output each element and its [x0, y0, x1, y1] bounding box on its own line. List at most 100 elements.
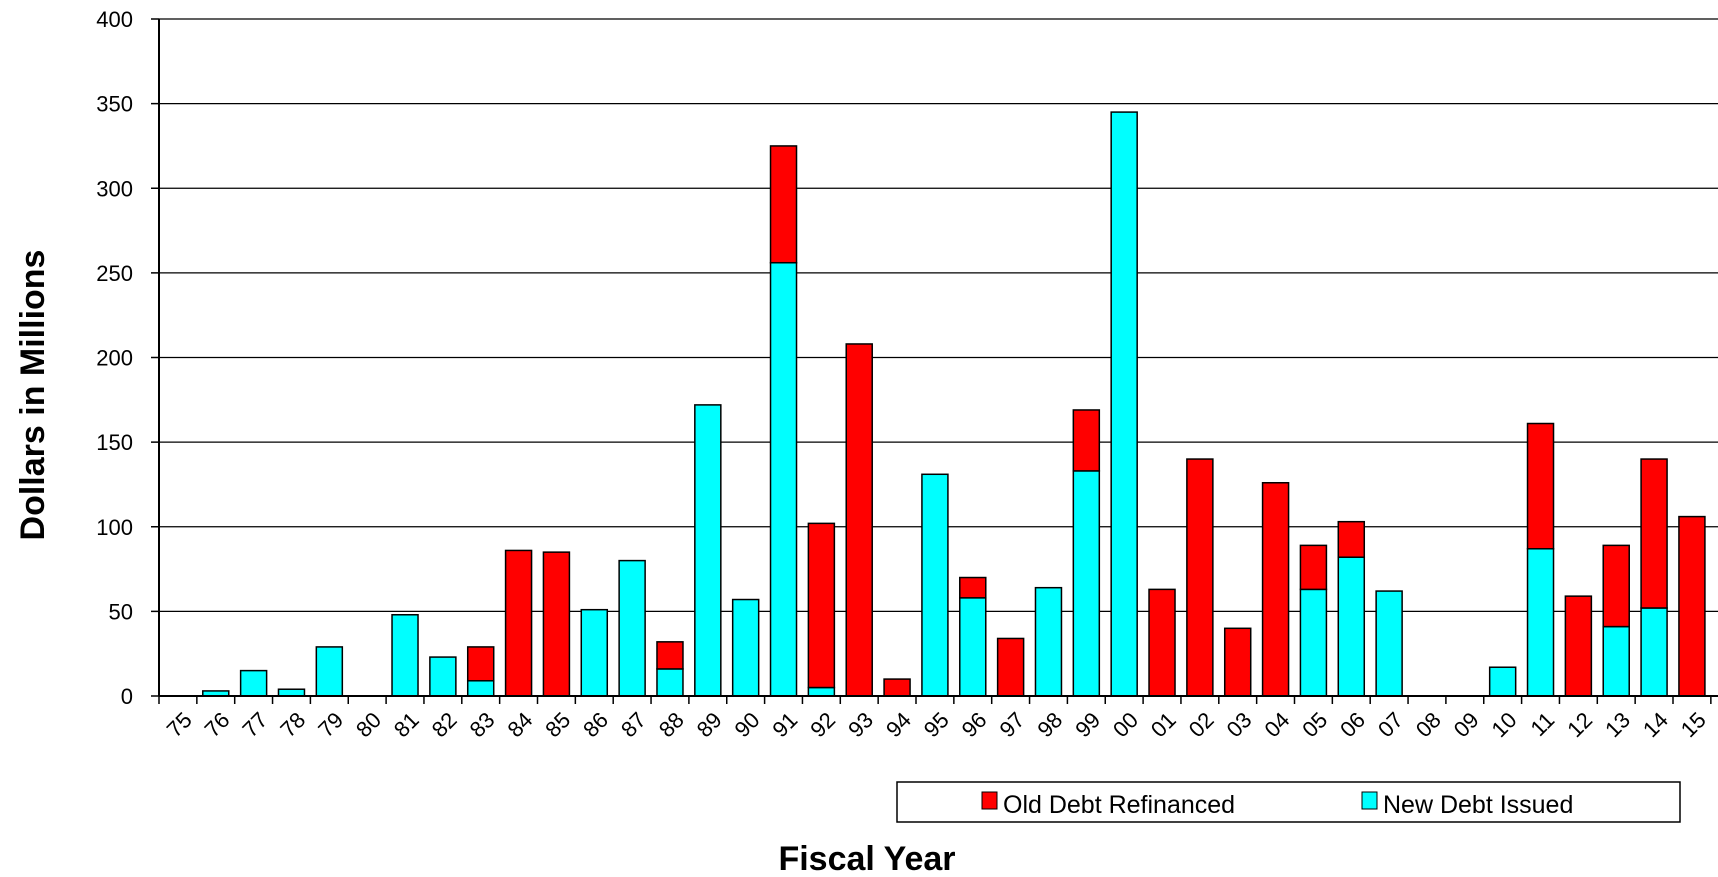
bar-old-debt-88	[656, 641, 684, 670]
bar-new-debt-95	[921, 473, 949, 697]
x-tick-label: 14	[1638, 707, 1673, 742]
y-axis-title: Dollars in Millions	[14, 250, 52, 541]
x-tick-label: 88	[654, 707, 689, 742]
x-tick-label: 08	[1411, 707, 1446, 742]
x-tick-label: 86	[578, 707, 613, 742]
y-tick-label: 200	[96, 346, 133, 371]
x-tick-label: 06	[1335, 707, 1370, 742]
bar-old-debt-92	[807, 522, 836, 689]
bar-old-debt-11	[1526, 422, 1555, 550]
x-tick-label: 95	[919, 707, 954, 742]
bar-old-debt-06	[1337, 520, 1366, 558]
y-tick-label: 250	[96, 261, 133, 286]
bars	[202, 111, 1706, 697]
bar-old-debt-94	[883, 678, 911, 697]
x-tick-label: 77	[237, 707, 272, 742]
bar-old-debt-01	[1148, 588, 1176, 697]
bar-old-debt-99	[1072, 409, 1101, 472]
x-tick-label: 97	[994, 707, 1029, 742]
x-tick-labels: 75 76 77 78 79 80 81 82 83 84 85 86 87 88 89 90 91 92 93 94…	[158, 696, 1712, 742]
bar-new-debt-78	[277, 688, 306, 697]
bar-new-debt-11	[1526, 548, 1555, 697]
x-tick-label: 07	[1373, 707, 1408, 742]
x-tick-label: 84	[502, 707, 537, 742]
grid-lines	[159, 18, 1718, 613]
legend: Old Debt Refinanced New Debt Issued	[896, 781, 1681, 823]
bar-old-debt-97	[996, 637, 1025, 697]
bar-old-debt-05	[1299, 544, 1328, 591]
bar-old-debt-03	[1223, 627, 1252, 697]
x-tick-label: 79	[313, 707, 348, 742]
bar-new-debt-00	[1110, 111, 1138, 697]
x-tick-label: 02	[1184, 707, 1219, 742]
legend-swatch-new-debt	[1361, 791, 1378, 810]
x-tick-label: 98	[1032, 707, 1067, 742]
bar-old-debt-84	[504, 549, 533, 697]
bar-old-debt-12	[1564, 595, 1593, 697]
bar-old-debt-83	[466, 646, 495, 682]
bar-new-debt-82	[429, 656, 457, 697]
bar-new-debt-88	[656, 668, 684, 697]
x-tick-label: 93	[843, 707, 878, 742]
x-tick-label: 99	[1070, 707, 1105, 742]
x-tick-label: 09	[1449, 707, 1484, 742]
bar-new-debt-10	[1488, 666, 1517, 697]
x-tick-label: 89	[692, 707, 727, 742]
bar-new-debt-98	[1034, 586, 1063, 697]
bar-old-debt-91	[769, 145, 798, 264]
y-tick-label: 350	[96, 92, 133, 117]
x-tick-label: 00	[1108, 707, 1143, 742]
x-tick-label: 03	[1222, 707, 1257, 742]
bar-new-debt-79	[315, 646, 344, 697]
x-tick-label: 92	[805, 707, 840, 742]
x-tick-label: 87	[616, 707, 651, 742]
x-axis-title: Fiscal Year	[778, 840, 955, 877]
x-tick-label: 05	[1297, 707, 1332, 742]
bar-old-debt-13	[1602, 544, 1630, 628]
bar-old-debt-96	[959, 576, 987, 599]
x-tick-label: 83	[465, 707, 500, 742]
legend-box	[896, 781, 1681, 823]
x-tick-label: 11	[1526, 707, 1560, 741]
y-tick-labels: 0 50 100 150 200 250 300 350 400	[96, 7, 159, 709]
x-tick-label: 15	[1676, 707, 1711, 742]
bar-new-debt-81	[391, 614, 419, 697]
y-tick-label: 300	[96, 176, 133, 201]
bar-old-debt-15	[1678, 515, 1706, 697]
bar-new-debt-13	[1602, 625, 1630, 697]
bar-old-debt-02	[1186, 458, 1214, 697]
x-tick-label: 04	[1259, 707, 1294, 742]
x-tick-label: 75	[162, 707, 197, 742]
bar-new-debt-89	[694, 404, 722, 697]
bar-new-debt-83	[466, 680, 495, 697]
y-tick-label: 150	[96, 430, 133, 455]
bar-new-debt-92	[807, 686, 836, 697]
bar-old-debt-93	[845, 343, 873, 697]
bar-new-debt-90	[731, 598, 760, 697]
bar-old-debt-14	[1640, 458, 1668, 609]
bar-old-debt-85	[542, 551, 571, 697]
bar-new-debt-96	[959, 597, 987, 697]
legend-label-new-debt: New Debt Issued	[1383, 791, 1573, 819]
y-tick-label: 100	[96, 515, 133, 540]
bar-new-debt-99	[1072, 470, 1101, 697]
bar-new-debt-87	[618, 559, 646, 697]
bar-new-debt-14	[1640, 607, 1668, 697]
x-tick-label: 94	[881, 707, 916, 742]
y-tick-label: 50	[109, 599, 133, 624]
x-tick-label: 90	[730, 707, 765, 742]
x-tick-label: 85	[540, 707, 575, 742]
bar-old-debt-04	[1261, 481, 1290, 697]
bar-new-debt-06	[1337, 556, 1366, 697]
legend-swatch-old-debt	[981, 791, 998, 810]
x-tick-label: 81	[389, 707, 424, 742]
x-tick-label: 82	[427, 707, 462, 742]
y-tick-label: 0	[121, 684, 133, 709]
legend-label-old-debt: Old Debt Refinanced	[1003, 791, 1235, 819]
x-tick-label: 80	[351, 707, 386, 742]
x-tick-label: 76	[200, 707, 235, 742]
x-tick-label: 91	[767, 707, 802, 742]
x-tick-label: 13	[1600, 707, 1635, 742]
x-tick-label: 01	[1146, 707, 1181, 742]
